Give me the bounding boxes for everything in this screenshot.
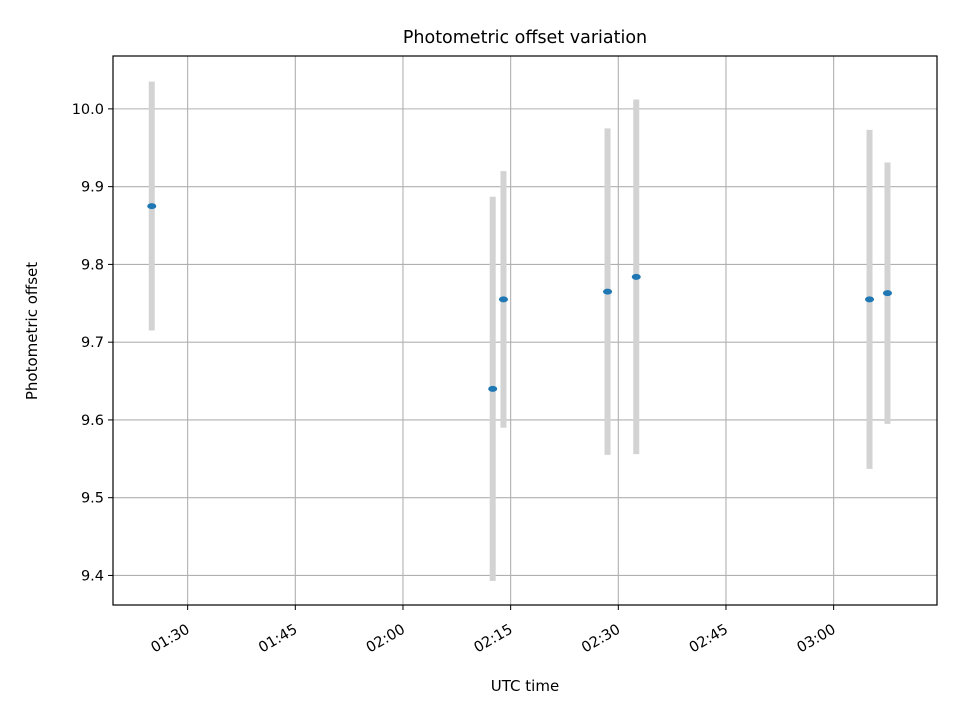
data-point — [882, 290, 892, 297]
y-tick-label: 9.4 — [81, 568, 104, 584]
chart-title: Photometric offset variation — [403, 28, 647, 48]
y-tick-label: 9.8 — [81, 257, 104, 273]
y-tick-label: 9.7 — [81, 335, 104, 351]
data-point — [147, 203, 157, 210]
y-tick-label: 9.9 — [81, 180, 104, 196]
y-axis-ticks: 9.4 9.5 9.6 9.7 9.8 9.9 10.0 — [72, 102, 113, 584]
y-tick-label: 9.6 — [81, 413, 104, 429]
data-point — [488, 385, 498, 392]
plot-frame — [112, 55, 938, 606]
data-point — [603, 288, 613, 295]
y-axis-label: Photometric offset — [23, 262, 41, 400]
data-point — [498, 296, 508, 303]
y-tick-label: 10.0 — [72, 102, 104, 118]
data-point — [631, 273, 641, 280]
point-layer — [147, 203, 892, 392]
x-axis-label: UTC time — [491, 677, 559, 695]
grid-layer — [113, 56, 937, 605]
data-point — [865, 296, 875, 303]
y-tick-label: 9.5 — [81, 491, 104, 507]
